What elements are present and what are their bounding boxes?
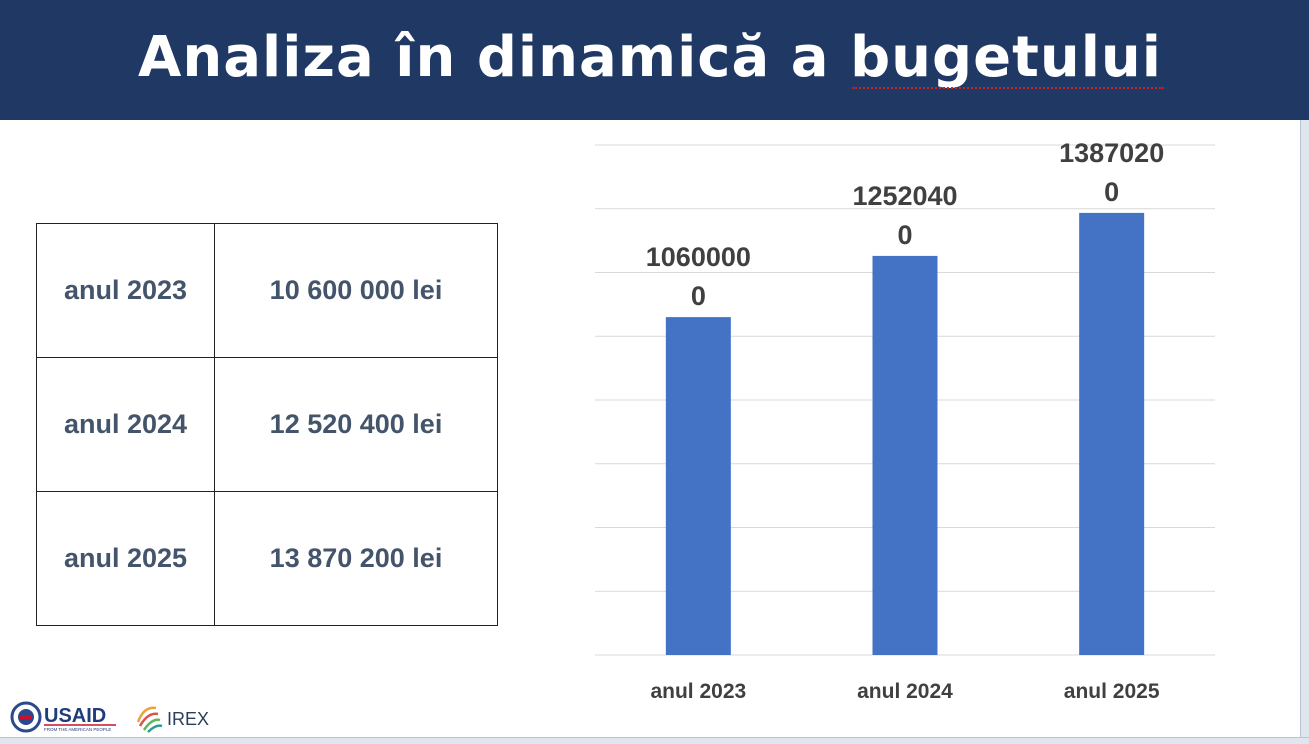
irex-logo-icon (136, 706, 163, 733)
table-row: anul 2025 13 870 200 lei (36, 491, 498, 626)
chart-data-label: 0 (691, 281, 706, 311)
amount-cell: 10 600 000 lei (214, 223, 498, 358)
year-cell: anul 2025 (36, 491, 215, 626)
window-edge-right (1300, 120, 1309, 743)
slide-title: Analiza în dinamică a bugetului (138, 25, 1162, 90)
amount-cell: 12 520 400 lei (214, 357, 498, 492)
window-edge-bottom (0, 737, 1309, 744)
table-row: anul 2024 12 520 400 lei (36, 357, 498, 492)
chart-x-tick-label: anul 2023 (650, 680, 746, 703)
chart-bar (872, 255, 938, 656)
sponsor-logos: USAID FROM THE AMERICAN PEOPLE IREX (10, 701, 209, 733)
table-row: anul 2023 10 600 000 lei (36, 223, 498, 358)
budget-bar-chart: 1060000 0 anul 2023 1252040 0 anul 2024 138702… (595, 138, 1215, 703)
chart-bar (1079, 212, 1145, 655)
chart-data-label: 1387020 (1059, 138, 1164, 168)
chart-x-tick-label: anul 2025 (1064, 680, 1160, 703)
year-cell: anul 2024 (36, 357, 215, 492)
spellcheck-underline (852, 84, 1164, 89)
amount-cell: 13 870 200 lei (214, 491, 498, 626)
chart-bar (665, 317, 731, 655)
chart-data-label: 0 (897, 220, 912, 250)
usaid-logo-text: USAID (44, 705, 106, 727)
usaid-seal-icon (10, 701, 42, 733)
chart-data-label: 1252040 (852, 181, 957, 211)
year-cell: anul 2023 (36, 223, 215, 358)
chart-x-tick-label: anul 2024 (857, 680, 953, 703)
usaid-tagline: FROM THE AMERICAN PEOPLE (44, 727, 111, 732)
chart-data-label: 0 (1104, 177, 1119, 207)
chart-data-label: 1060000 (646, 242, 751, 272)
title-bar: Analiza în dinamică a bugetului (0, 0, 1309, 120)
budget-table: anul 2023 10 600 000 lei anul 2024 12 52… (36, 223, 498, 626)
irex-logo-text: IREX (167, 709, 209, 729)
